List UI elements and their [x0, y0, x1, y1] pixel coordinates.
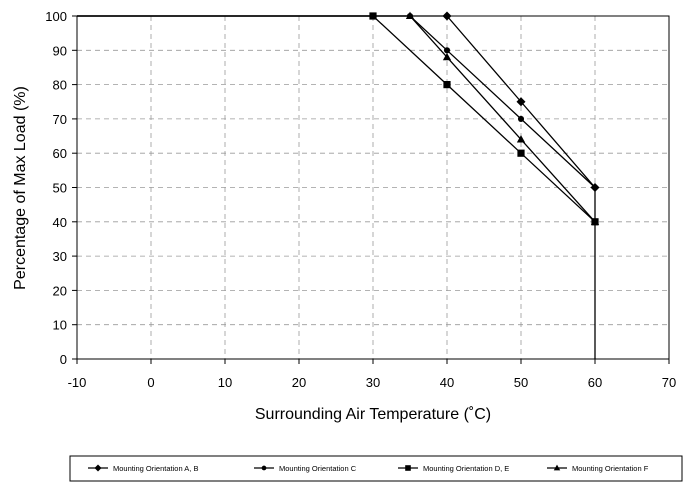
legend-item: Mounting Orientation F [547, 464, 649, 473]
y-tick-label: 100 [45, 9, 67, 24]
series-line [77, 15, 596, 359]
y-tick-label: 0 [60, 352, 67, 367]
y-tick-label: 90 [53, 43, 67, 58]
y-tick-label: 20 [53, 283, 67, 298]
x-tick-label: 0 [147, 375, 154, 390]
legend: Mounting Orientation A, B Mounting Orient… [69, 455, 683, 482]
x-axis-title: Surrounding Air Temperature (˚C) [255, 406, 491, 423]
data-point-circle [517, 115, 525, 122]
data-point-triangle [590, 217, 600, 225]
x-ticks: -10 0 10 20 30 40 50 60 70 [68, 359, 676, 390]
legend-box [69, 455, 683, 482]
legend-marker-diamond [94, 464, 102, 472]
y-tick-label: 40 [53, 215, 67, 230]
y-ticks: 0 10 20 30 40 50 60 70 80 90 100 [45, 9, 77, 367]
x-tick-label: 50 [514, 375, 528, 390]
legend-label: Mounting Orientation C [279, 464, 357, 473]
series-line [77, 15, 596, 223]
legend-marker-circle [261, 465, 267, 471]
legend-label: Mounting Orientation A, B [113, 464, 198, 473]
y-tick-label: 10 [53, 318, 67, 333]
data-point-triangle [442, 52, 452, 61]
legend-item: Mounting Orientation D, E [398, 464, 509, 473]
data-point-diamond [442, 11, 452, 21]
y-tick-label: 60 [53, 146, 67, 161]
series-line [77, 15, 596, 223]
data-point-diamond [516, 97, 526, 107]
data-point-circle [443, 47, 451, 54]
data-point-square [443, 81, 451, 89]
y-tick-label: 80 [53, 78, 67, 93]
data-point-circle [591, 184, 599, 191]
data-point-triangle [516, 135, 526, 143]
x-tick-label: 20 [292, 375, 306, 390]
legend-label: Mounting Orientation D, E [423, 464, 509, 473]
x-tick-label: 40 [440, 375, 454, 390]
x-tick-label: 60 [588, 375, 602, 390]
data-point-square [517, 149, 525, 157]
y-axis-title: Percentage of Max Load (%) [12, 86, 29, 290]
grid [77, 16, 669, 359]
series [77, 11, 600, 359]
series-4 [77, 11, 600, 225]
x-tick-label: 70 [662, 375, 676, 390]
y-tick-label: 70 [53, 112, 67, 127]
legend-marker-triangle [553, 464, 561, 471]
y-tick-label: 30 [53, 249, 67, 264]
x-tick-label: -10 [68, 375, 87, 390]
legend-label: Mounting Orientation F [572, 464, 649, 473]
x-tick-label: 10 [218, 375, 232, 390]
x-tick-label: 30 [366, 375, 380, 390]
data-point-triangle [405, 11, 415, 20]
legend-item: Mounting Orientation A, B [88, 464, 198, 473]
y-tick-label: 50 [53, 181, 67, 196]
legend-item: Mounting Orientation C [254, 464, 357, 473]
legend-marker-square [405, 465, 411, 471]
